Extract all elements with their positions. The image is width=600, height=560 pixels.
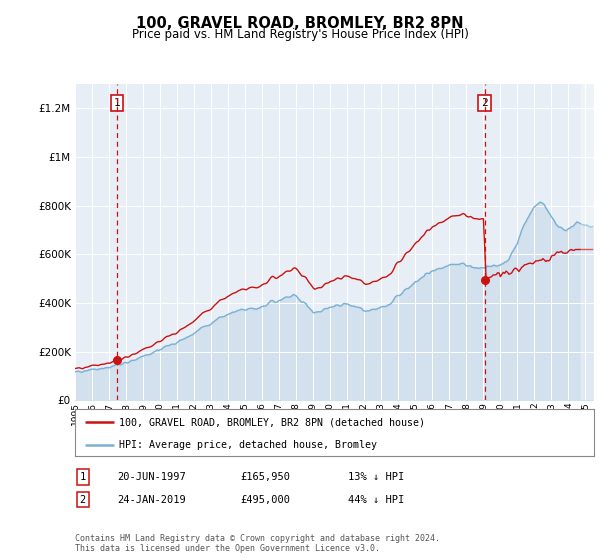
Text: 100, GRAVEL ROAD, BROMLEY, BR2 8PN (detached house): 100, GRAVEL ROAD, BROMLEY, BR2 8PN (deta… [119,417,425,427]
Text: 1: 1 [113,98,121,108]
Text: 44% ↓ HPI: 44% ↓ HPI [348,494,404,505]
Text: £165,950: £165,950 [240,472,290,482]
Bar [581,84,594,400]
Text: 2: 2 [80,494,86,505]
Text: 20-JUN-1997: 20-JUN-1997 [117,472,186,482]
Text: £495,000: £495,000 [240,494,290,505]
Text: 13% ↓ HPI: 13% ↓ HPI [348,472,404,482]
Text: 1: 1 [80,472,86,482]
Text: 2: 2 [481,98,488,108]
Bar [581,84,594,400]
Text: Contains HM Land Registry data © Crown copyright and database right 2024.
This d: Contains HM Land Registry data © Crown c… [75,534,440,553]
Text: Price paid vs. HM Land Registry's House Price Index (HPI): Price paid vs. HM Land Registry's House … [131,28,469,41]
Text: 24-JAN-2019: 24-JAN-2019 [117,494,186,505]
Text: HPI: Average price, detached house, Bromley: HPI: Average price, detached house, Brom… [119,440,377,450]
Text: 100, GRAVEL ROAD, BROMLEY, BR2 8PN: 100, GRAVEL ROAD, BROMLEY, BR2 8PN [136,16,464,31]
